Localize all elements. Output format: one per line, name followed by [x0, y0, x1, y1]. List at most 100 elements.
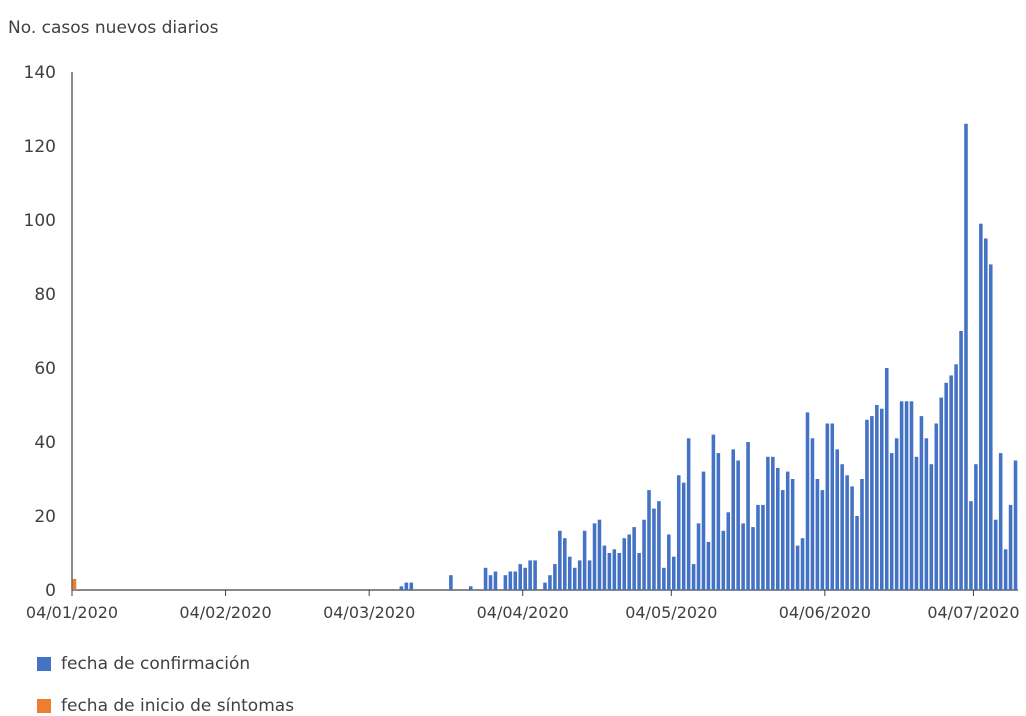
- bar-confirmacion: [998, 453, 1003, 590]
- bar-confirmacion: [959, 331, 963, 590]
- bar-confirmacion: [627, 534, 631, 590]
- bar-confirmacion: [761, 504, 765, 590]
- bar-confirmacion: [964, 123, 968, 591]
- bar-confirmacion: [1013, 460, 1018, 590]
- bar-confirmacion: [795, 545, 800, 590]
- bar-confirmacion: [776, 467, 780, 590]
- bar-confirmacion: [884, 368, 889, 590]
- bar-confirmacion: [969, 501, 973, 590]
- bar-confirmacion: [924, 438, 929, 590]
- y-tick-label: 140: [24, 63, 56, 83]
- bar-confirmacion: [617, 553, 622, 590]
- bar-confirmacion: [904, 401, 909, 590]
- bar-confirmacion: [840, 464, 844, 590]
- x-tick-label: 04/02/2020: [179, 603, 271, 622]
- bar-confirmacion: [751, 527, 755, 590]
- bar-confirmacion: [1003, 549, 1008, 590]
- y-tick-label: 100: [24, 211, 56, 231]
- bar-confirmacion: [523, 567, 527, 590]
- x-tick-label: 04/05/2020: [625, 603, 717, 622]
- bar-confirmacion: [399, 586, 404, 590]
- y-tick-label: 20: [34, 507, 56, 527]
- bar-confirmacion: [929, 464, 934, 590]
- bar-confirmacion: [875, 405, 879, 590]
- bar-confirmacion: [533, 560, 537, 590]
- x-tick-label: 04/03/2020: [323, 603, 415, 622]
- bar-confirmacion: [706, 541, 711, 590]
- bar-confirmacion: [577, 560, 582, 590]
- bar-confirmacion: [543, 582, 547, 590]
- bar-confirmacion: [850, 486, 854, 590]
- bar-confirmacion: [756, 504, 760, 590]
- bar-confirmacion: [508, 571, 513, 590]
- bar-confirmacion: [731, 449, 735, 590]
- bar-confirmacion: [889, 453, 894, 590]
- series-sintomas-bars: [72, 578, 77, 590]
- bar-confirmacion: [563, 538, 567, 590]
- bar-confirmacion: [845, 475, 849, 590]
- bar-confirmacion: [483, 567, 488, 590]
- bar-confirmacion: [835, 449, 840, 590]
- legend-item-confirmacion: fecha de confirmación: [37, 654, 250, 674]
- bar-confirmacion: [676, 475, 681, 590]
- bar-confirmacion: [939, 397, 944, 590]
- y-tick-label: 40: [34, 433, 56, 453]
- bar-confirmacion: [711, 434, 716, 590]
- bar-confirmacion: [622, 538, 627, 590]
- legend-item-sintomas: fecha de inicio de síntomas: [37, 696, 294, 716]
- bar-confirmacion: [721, 530, 726, 590]
- x-tick-label: 04/01/2020: [26, 603, 118, 622]
- bar-confirmacion: [825, 423, 830, 590]
- bar-confirmacion: [766, 456, 770, 590]
- y-axis: 0 20 40 60 80 100 120 140: [24, 63, 73, 601]
- bar-confirmacion: [716, 453, 721, 590]
- bar-confirmacion: [701, 471, 706, 590]
- bar-confirmacion: [696, 523, 701, 590]
- bar-confirmacion: [736, 460, 740, 590]
- x-tick-label: 04/07/2020: [927, 603, 1019, 622]
- bar-confirmacion: [944, 382, 948, 590]
- bar-confirmacion: [726, 512, 731, 590]
- legend-swatch-confirmacion: [37, 657, 51, 671]
- bar-confirmacion: [607, 553, 612, 590]
- bar-confirmacion: [1008, 504, 1013, 590]
- bar-confirmacion: [880, 408, 884, 590]
- bar-confirmacion: [919, 416, 924, 590]
- bar-confirmacion: [558, 530, 562, 590]
- bar-confirmacion: [741, 523, 745, 590]
- bar-confirmacion: [518, 564, 523, 590]
- bar-confirmacion: [637, 553, 641, 590]
- bar-confirmacion: [468, 586, 473, 590]
- legend-label-confirmacion: fecha de confirmación: [61, 654, 251, 674]
- y-tick-label: 80: [34, 285, 56, 305]
- bar-confirmacion: [988, 264, 993, 590]
- bar-confirmacion: [830, 423, 835, 590]
- bar-confirmacion: [488, 575, 493, 590]
- bar-confirmacion: [681, 482, 686, 590]
- bar-confirmacion: [642, 519, 646, 590]
- bar-confirmacion: [894, 438, 899, 590]
- bar-confirmacion: [785, 471, 790, 590]
- y-tick-label: 60: [34, 359, 56, 379]
- bar-confirmacion: [652, 508, 656, 590]
- bar-confirmacion: [820, 490, 825, 590]
- bar-confirmacion: [805, 412, 810, 590]
- bar-confirmacion: [780, 490, 785, 590]
- bar-confirmacion: [597, 519, 602, 590]
- bar-confirmacion: [899, 401, 904, 590]
- bar-confirmacion: [974, 464, 978, 590]
- series-confirmacion-bars: [399, 123, 1018, 591]
- bar-confirmacion: [404, 582, 409, 590]
- bar-confirmacion: [513, 571, 518, 590]
- x-axis: 04/01/2020 04/02/2020 04/03/2020 04/04/2020…: [26, 589, 1020, 622]
- bar-confirmacion: [865, 419, 869, 590]
- bar-confirmacion: [909, 401, 914, 590]
- bar-confirmacion: [984, 238, 988, 590]
- bar-confirmacion: [657, 501, 661, 590]
- legend-label-sintomas: fecha de inicio de síntomas: [61, 696, 295, 716]
- x-tick-label: 04/04/2020: [477, 603, 569, 622]
- bar-confirmacion: [582, 530, 587, 590]
- bar-confirmacion: [612, 549, 617, 590]
- bar-confirmacion: [954, 364, 958, 590]
